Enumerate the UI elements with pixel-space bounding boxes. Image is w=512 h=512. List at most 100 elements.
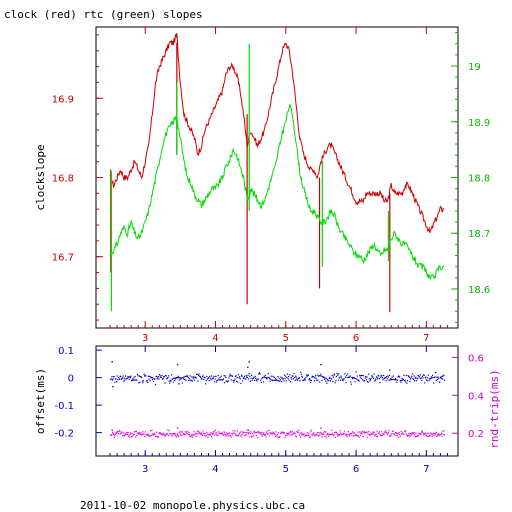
scatter-point — [134, 431, 136, 433]
scatter-point — [383, 433, 385, 435]
scatter-point — [288, 432, 290, 434]
scatter-point — [163, 376, 165, 378]
scatter-point — [431, 377, 433, 379]
scatter-point — [118, 430, 120, 433]
scatter-point — [371, 375, 373, 377]
scatter-point — [430, 377, 432, 379]
scatter-point — [241, 431, 243, 433]
scatter-point — [336, 372, 338, 375]
scatter-outlier — [247, 429, 250, 431]
scatter-point — [391, 433, 393, 435]
scatter-point — [221, 432, 223, 434]
scatter-point — [288, 433, 290, 435]
scatter-point — [362, 379, 364, 381]
scatter-point — [406, 434, 408, 436]
footer-caption: 2011-10-02 monopole.physics.ubc.ca — [80, 499, 305, 512]
scatter-point — [295, 377, 297, 379]
scatter-point — [300, 373, 302, 375]
scatter-point — [283, 380, 285, 382]
scatter-point — [181, 382, 183, 384]
scatter-point — [202, 430, 204, 432]
y-axis-label-offset: offset(ms) — [34, 368, 47, 434]
scatter-point — [195, 377, 197, 379]
scatter-point — [441, 377, 443, 379]
x-tick-label: 7 — [423, 464, 429, 475]
scatter-point — [172, 378, 174, 380]
scatter-point — [335, 380, 337, 382]
scatter-point — [164, 435, 166, 437]
scatter-point — [369, 434, 372, 436]
scatter-point — [243, 431, 245, 433]
scatter-point — [178, 377, 180, 379]
scatter-point — [428, 435, 430, 437]
scatter-point — [268, 376, 270, 378]
scatter-point — [232, 430, 234, 432]
scatter-point — [292, 375, 294, 377]
scatter-point — [202, 375, 204, 377]
scatter-point — [426, 433, 428, 435]
scatter-point — [152, 377, 154, 379]
scatter-point — [222, 378, 225, 380]
scatter-point — [148, 378, 150, 380]
scatter-point — [286, 376, 288, 378]
scatter-point — [422, 377, 424, 379]
scatter-point — [184, 375, 186, 377]
scatter-point — [304, 379, 306, 381]
scatter-point — [169, 433, 171, 435]
scatter-point — [403, 433, 405, 435]
scatter-point — [334, 436, 336, 438]
scatter-point — [157, 436, 159, 438]
scatter-point — [115, 378, 117, 380]
scatter-point — [390, 435, 392, 437]
scatter-point — [323, 378, 326, 380]
scatter-point — [175, 433, 177, 435]
scatter-point — [176, 434, 178, 436]
scatter-point — [212, 377, 214, 379]
scatter-point — [338, 373, 340, 375]
scatter-point — [443, 434, 446, 436]
scatter-point — [383, 374, 385, 377]
scatter-point — [356, 375, 358, 377]
scatter-point — [347, 373, 349, 375]
scatter-point — [361, 433, 363, 435]
scatter-point — [277, 436, 279, 438]
scatter-point — [307, 434, 309, 436]
scatter-point — [187, 433, 189, 435]
scatter-point — [180, 435, 182, 437]
scatter-point — [336, 433, 338, 435]
scatter-point — [408, 434, 410, 436]
scatter-point — [373, 431, 375, 433]
scatter-point — [121, 431, 123, 433]
scatter-point — [128, 378, 130, 380]
scatter-point — [267, 433, 269, 435]
series-line-rtc — [109, 104, 445, 280]
scatter-point — [197, 380, 199, 382]
scatter-point — [169, 379, 171, 381]
scatter-point — [209, 377, 211, 379]
scatter-point — [360, 374, 362, 377]
x-tick-label: 5 — [283, 464, 289, 475]
scatter-point — [162, 377, 164, 379]
scatter-outlier — [248, 361, 250, 363]
scatter-point — [396, 433, 398, 435]
scatter-point — [128, 434, 130, 436]
scatter-point — [270, 375, 272, 377]
scatter-point — [313, 434, 315, 436]
scatter-point — [279, 380, 281, 382]
scatter-point — [295, 375, 297, 377]
scatter-point — [420, 432, 422, 434]
scatter-point — [396, 381, 398, 383]
scatter-point — [435, 379, 437, 382]
scatter-point — [134, 375, 136, 378]
scatter-point — [266, 432, 268, 434]
scatter-point — [205, 435, 207, 437]
scatter-point — [179, 377, 181, 379]
scatter-point — [135, 436, 137, 438]
scatter-point — [381, 377, 383, 379]
scatter-point — [127, 375, 129, 378]
scatter-point — [414, 436, 416, 438]
scatter-point — [160, 376, 162, 378]
scatter-point — [174, 379, 176, 382]
scatter-point — [199, 375, 201, 377]
scatter-point — [166, 378, 168, 380]
